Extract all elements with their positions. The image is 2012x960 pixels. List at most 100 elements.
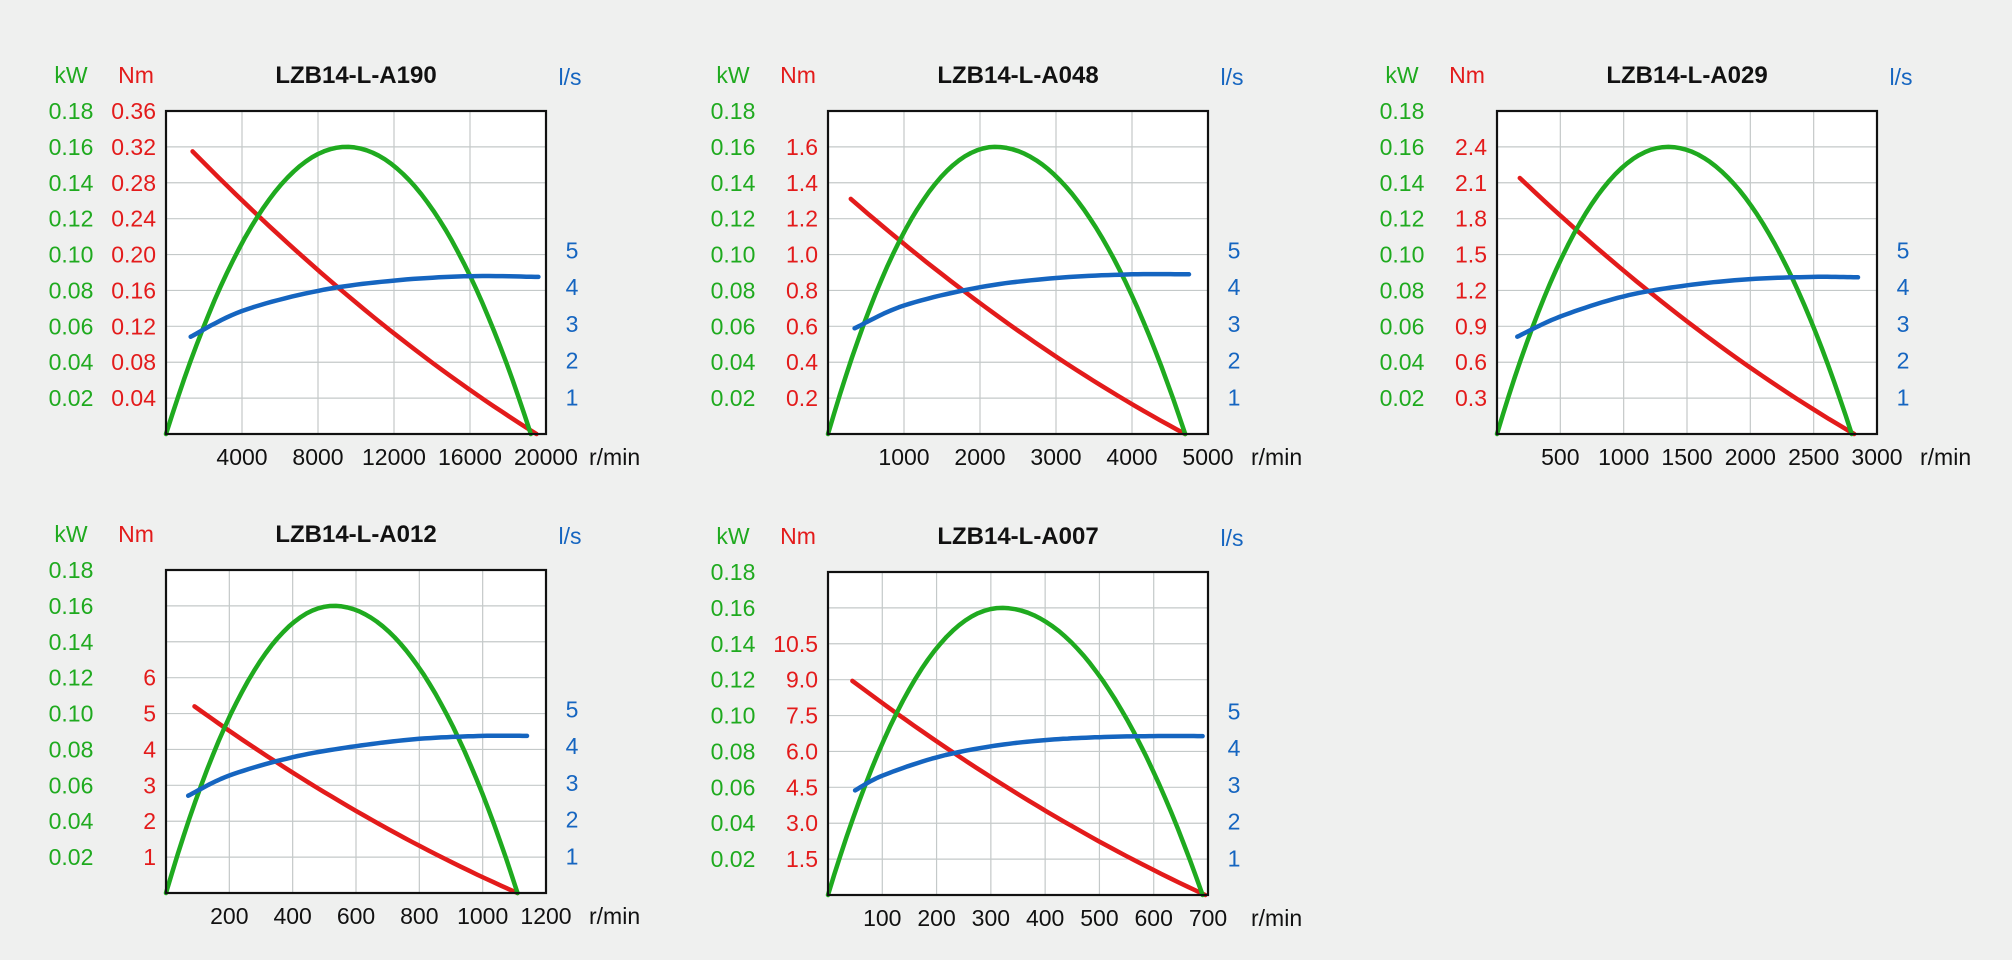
torque-tick-label: 0.4 — [786, 349, 818, 375]
torque-axis-label: Nm — [118, 62, 154, 88]
flow-curve — [1515, 274, 1861, 339]
flow-tick-label: 5 — [566, 237, 579, 263]
flow-tick-label: 3 — [1228, 772, 1241, 798]
x-tick-label: 2000 — [954, 444, 1005, 470]
series-group — [1494, 144, 1861, 437]
power-tick-label: 0.10 — [49, 701, 94, 727]
power-axis-label: kW — [54, 62, 88, 88]
chart-1: LZB14-L-A190 kW Nm l/s 0.02 0.04 0.06 0.08 0.10 0… — [49, 62, 641, 470]
flow-curve — [188, 273, 541, 339]
flow-tick-label: 5 — [1228, 698, 1241, 724]
power-curve — [163, 603, 520, 896]
torque-tick-label: 0.32 — [111, 134, 156, 160]
flow-axis-label: l/s — [559, 64, 582, 90]
flow-tick-label: 1 — [1228, 845, 1241, 871]
power-tick-label: 0.16 — [49, 134, 94, 160]
power-axis-label: kW — [716, 523, 750, 549]
power-tick-label: 0.08 — [711, 738, 756, 764]
plot-frame — [1495, 109, 1879, 436]
series-group — [825, 605, 1208, 898]
flow-tick-label: 3 — [1897, 311, 1910, 337]
x-tick-label: 8000 — [292, 444, 343, 470]
chart-title: LZB14-L-A029 — [1606, 62, 1767, 89]
power-tick-label: 0.10 — [1380, 242, 1425, 268]
flow-tick-label: 5 — [566, 696, 579, 722]
power-tick-label: 0.04 — [49, 349, 94, 375]
chart-2: LZB14-L-A048 kW Nm l/s 0.02 0.04 0.06 0.08 0.10 0… — [711, 62, 1303, 470]
torque-tick-label: 2.1 — [1455, 170, 1487, 196]
x-tick-label: 500 — [1080, 905, 1118, 931]
chart-title: LZB14-L-A190 — [275, 62, 436, 89]
torque-tick-label: 6 — [143, 665, 156, 691]
x-tick-label: 12000 — [362, 444, 426, 470]
x-tick-label: 500 — [1541, 444, 1579, 470]
flow-tick-label: 1 — [1897, 384, 1910, 410]
x-tick-label: 300 — [972, 905, 1010, 931]
power-tick-label: 0.06 — [711, 313, 756, 339]
flow-tick-label: 1 — [566, 843, 579, 869]
torque-tick-label: 0.04 — [111, 385, 156, 411]
power-tick-label: 0.06 — [49, 313, 94, 339]
x-tick-label: 5000 — [1182, 444, 1233, 470]
power-axis-label: kW — [716, 62, 750, 88]
plot-frame — [164, 568, 548, 895]
gridlines — [1497, 111, 1877, 434]
power-tick-label: 0.08 — [49, 277, 94, 303]
plot-frame — [164, 109, 548, 436]
chart-title: LZB14-L-A048 — [937, 62, 1098, 89]
torque-tick-label: 1.6 — [786, 134, 818, 160]
torque-axis-label: Nm — [780, 523, 816, 549]
torque-axis-label: Nm — [780, 62, 816, 88]
torque-tick-label: 9.0 — [786, 667, 818, 693]
x-tick-label: 800 — [400, 903, 438, 929]
power-tick-label: 0.14 — [49, 629, 94, 655]
torque-tick-label: 3 — [143, 772, 156, 798]
power-tick-label: 0.02 — [1380, 385, 1425, 411]
x-tick-label: 600 — [1135, 905, 1173, 931]
torque-tick-label: 5 — [143, 701, 156, 727]
power-tick-label: 0.02 — [49, 385, 94, 411]
flow-tick-label: 2 — [1228, 348, 1241, 374]
flow-axis-label: l/s — [559, 523, 582, 549]
torque-tick-label: 1.4 — [786, 170, 818, 196]
power-tick-label: 0.18 — [49, 98, 94, 124]
x-tick-label: 400 — [273, 903, 311, 929]
torque-tick-label: 0.6 — [1455, 349, 1487, 375]
x-tick-label: 3000 — [1851, 444, 1902, 470]
x-tick-label: 1000 — [1598, 444, 1649, 470]
torque-tick-label: 1 — [143, 844, 156, 870]
x-tick-label: 400 — [1026, 905, 1064, 931]
torque-tick-label: 7.5 — [786, 703, 818, 729]
torque-tick-label: 0.3 — [1455, 385, 1487, 411]
flow-tick-label: 2 — [566, 348, 579, 374]
x-tick-label: 1200 — [520, 903, 571, 929]
chart-title: LZB14-L-A012 — [275, 521, 436, 548]
flow-axis-label: l/s — [1221, 64, 1244, 90]
x-tick-label: 20000 — [514, 444, 578, 470]
power-tick-label: 0.12 — [1380, 206, 1425, 232]
flow-tick-label: 2 — [1228, 809, 1241, 835]
power-tick-label: 0.08 — [49, 736, 94, 762]
chart-title: LZB14-L-A007 — [937, 523, 1098, 550]
torque-tick-label: 2 — [143, 808, 156, 834]
torque-tick-label: 1.8 — [1455, 206, 1487, 232]
flow-tick-label: 1 — [1228, 384, 1241, 410]
x-tick-label: 2000 — [1725, 444, 1776, 470]
power-tick-label: 0.14 — [711, 170, 756, 196]
x-tick-label: 200 — [917, 905, 955, 931]
power-tick-label: 0.16 — [711, 134, 756, 160]
flow-tick-label: 5 — [1228, 237, 1241, 263]
torque-tick-label: 2.4 — [1455, 134, 1487, 160]
torque-tick-label: 0.2 — [786, 385, 818, 411]
power-tick-label: 0.06 — [1380, 313, 1425, 339]
series-group — [825, 144, 1192, 437]
power-tick-label: 0.04 — [1380, 349, 1425, 375]
flow-axis-label: l/s — [1890, 64, 1913, 90]
flow-curve — [852, 733, 1205, 793]
power-tick-label: 0.16 — [711, 595, 756, 621]
flow-axis-label: l/s — [1221, 525, 1244, 551]
chart-4: LZB14-L-A012 kW Nm l/s 0.02 0.04 0.06 0.08 0.10 0… — [49, 521, 641, 929]
torque-tick-label: 0.28 — [111, 170, 156, 196]
x-tick-label: 4000 — [1106, 444, 1157, 470]
